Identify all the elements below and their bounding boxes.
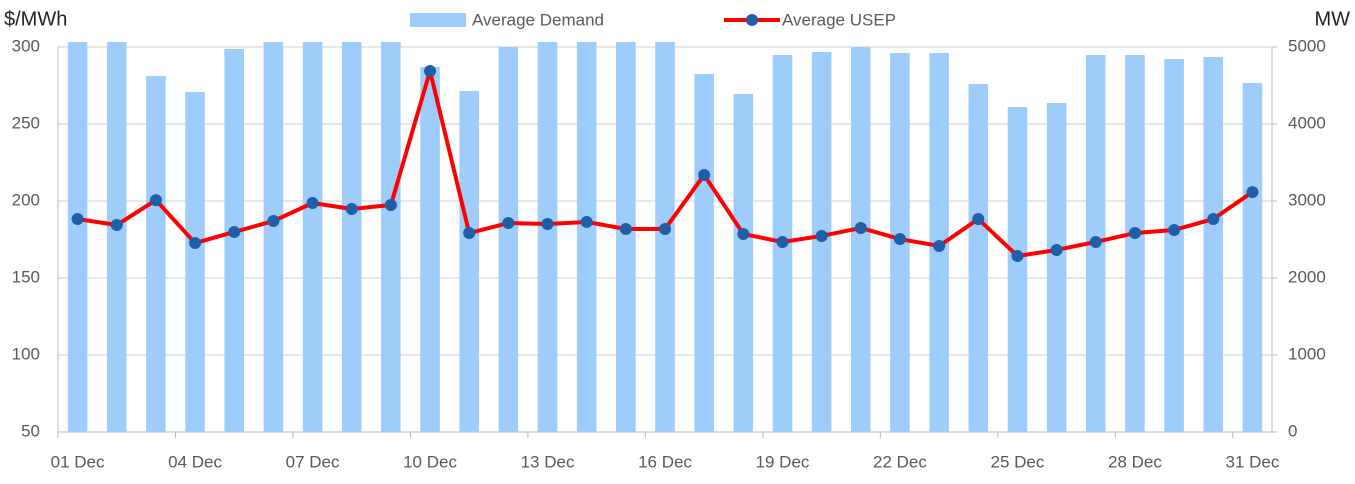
y-tick-label: 50 — [21, 421, 40, 440]
legend-label: Average Demand — [472, 10, 604, 29]
marker — [854, 221, 867, 234]
y-tick-label: 300 — [12, 36, 40, 55]
marker — [306, 197, 319, 210]
bar — [811, 52, 832, 432]
x-tick-label: 10 Dec — [403, 452, 457, 471]
bar — [263, 41, 284, 433]
marker — [149, 194, 162, 207]
bar — [616, 41, 636, 433]
x-tick-label: 31 Dec — [1225, 452, 1279, 471]
y2-tick-label: 5000 — [1288, 36, 1326, 55]
bar — [851, 47, 871, 432]
marker — [1246, 186, 1259, 199]
marker — [776, 235, 789, 248]
y2-tick-label: 1000 — [1288, 344, 1326, 363]
bar — [146, 76, 166, 433]
bar — [185, 91, 205, 432]
marker — [659, 223, 671, 236]
marker — [737, 227, 750, 240]
x-tick-label: 28 Dec — [1108, 452, 1162, 471]
marker — [933, 239, 946, 252]
marker — [110, 219, 123, 232]
bar — [1125, 55, 1145, 433]
bar — [1242, 83, 1263, 432]
marker — [267, 215, 280, 228]
bar — [224, 49, 245, 432]
bar — [655, 41, 675, 433]
marker — [815, 229, 828, 242]
legend-swatch — [410, 13, 466, 27]
marker — [1128, 227, 1141, 240]
y-tick-label: 250 — [12, 113, 40, 132]
marker — [345, 203, 358, 216]
y-tick-label: 200 — [12, 190, 40, 209]
bar — [498, 47, 519, 432]
bar — [341, 41, 362, 433]
marker — [384, 199, 397, 212]
bar — [694, 74, 714, 432]
legend-label: Average USEP — [782, 10, 896, 29]
bar — [576, 41, 597, 433]
bar — [302, 41, 323, 433]
bar — [968, 84, 989, 433]
x-tick-label: 07 Dec — [286, 452, 340, 471]
x-tick-label: 16 Dec — [638, 452, 692, 471]
bar — [537, 41, 558, 433]
marker — [972, 213, 985, 226]
marker — [1207, 213, 1220, 226]
bar — [1164, 59, 1184, 433]
x-tick-label: 01 Dec — [51, 452, 105, 471]
marker — [71, 213, 84, 226]
x-tick-label: 04 Dec — [168, 452, 222, 471]
x-tick-label: 19 Dec — [756, 452, 810, 471]
legend-marker — [746, 14, 758, 26]
x-tick-label: 22 Dec — [873, 452, 927, 471]
marker — [1011, 249, 1024, 262]
marker — [1168, 223, 1181, 236]
bar — [106, 41, 127, 433]
marker — [1050, 243, 1063, 256]
marker — [424, 65, 437, 78]
bar — [1007, 106, 1028, 432]
y2-tick-label: 0 — [1288, 421, 1297, 440]
marker — [189, 237, 202, 250]
marker — [228, 225, 241, 238]
y-tick-label: 150 — [12, 267, 40, 286]
y2-tick-label: 4000 — [1288, 113, 1326, 132]
y2-axis-label: MW — [1314, 8, 1350, 30]
bar — [381, 41, 401, 433]
marker — [619, 223, 632, 236]
y2-tick-label: 3000 — [1288, 190, 1326, 209]
bar — [733, 93, 754, 432]
y-axis-label: $/MWh — [4, 8, 67, 30]
bar — [420, 67, 440, 433]
bar — [1046, 102, 1067, 432]
bar — [67, 41, 88, 433]
marker — [580, 215, 593, 228]
marker — [1089, 235, 1102, 248]
y-tick-label: 100 — [12, 344, 40, 363]
x-tick-label: 13 Dec — [521, 452, 575, 471]
marker — [541, 217, 554, 230]
x-tick-label: 25 Dec — [991, 452, 1045, 471]
bar — [1203, 57, 1224, 432]
bar — [459, 90, 479, 432]
marker — [893, 233, 906, 246]
marker — [698, 168, 711, 181]
y2-tick-label: 2000 — [1288, 267, 1326, 286]
marker — [502, 217, 515, 230]
marker — [463, 227, 476, 240]
